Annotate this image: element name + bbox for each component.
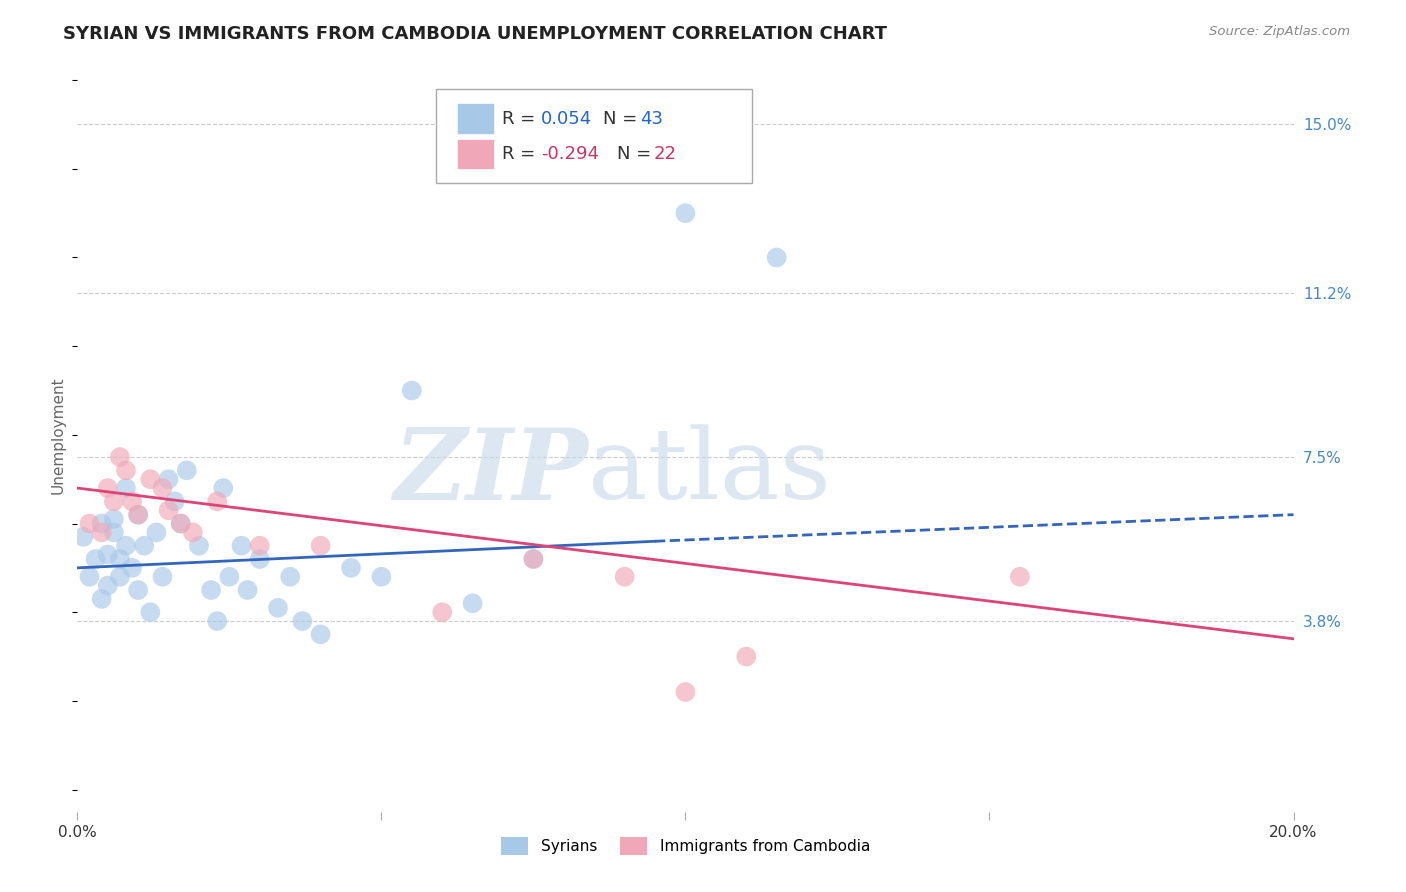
Point [79,570,101,584]
Point [152,570,174,584]
Point [249,539,271,553]
Point [218,570,240,584]
Text: 22: 22 [654,145,676,163]
Text: Source: ZipAtlas.com: Source: ZipAtlas.com [1209,25,1350,38]
Point [735,649,758,664]
Point [370,570,392,584]
Point [115,539,138,553]
Point [212,481,235,495]
Point [84,552,107,566]
Point [139,472,162,486]
Point [134,539,156,553]
Text: 43: 43 [640,110,662,128]
Legend: Syrians, Immigrants from Cambodia: Syrians, Immigrants from Cambodia [495,830,876,861]
Point [401,384,423,398]
Point [163,494,186,508]
Point [90,591,112,606]
Point [309,627,332,641]
Point [200,582,222,597]
Point [231,539,253,553]
Point [522,552,544,566]
Text: SYRIAN VS IMMIGRANTS FROM CAMBODIA UNEMPLOYMENT CORRELATION CHART: SYRIAN VS IMMIGRANTS FROM CAMBODIA UNEMP… [63,25,887,43]
Point [121,561,143,575]
Point [145,525,167,540]
Point [90,525,112,540]
Point [127,508,149,522]
Point [205,614,228,628]
Point [249,552,271,566]
Point [675,206,697,220]
Point [72,530,94,544]
Point [181,525,204,540]
Point [157,472,180,486]
Point [79,516,101,531]
Point [108,570,131,584]
Point [430,605,453,619]
Text: -0.294: -0.294 [541,145,599,163]
Point [127,508,149,522]
Point [176,463,198,477]
Point [675,685,697,699]
Point [103,494,125,508]
Text: N =: N = [617,145,657,163]
Text: atlas: atlas [588,425,831,520]
Point [340,561,363,575]
Point [127,582,149,597]
Point [90,516,112,531]
Text: 0.054: 0.054 [541,110,592,128]
Point [115,463,138,477]
Point [108,450,131,464]
Point [765,251,787,265]
Point [103,512,125,526]
Point [103,525,125,540]
Point [309,539,332,553]
Point [278,570,301,584]
Point [188,539,211,553]
Text: R =: R = [502,110,541,128]
Point [291,614,314,628]
Point [613,570,636,584]
Text: ZIP: ZIP [394,425,588,521]
Point [139,605,162,619]
Point [170,516,193,531]
Y-axis label: Unemployment: Unemployment [51,376,66,493]
Point [267,600,290,615]
Point [157,503,180,517]
Point [121,494,143,508]
Point [205,494,228,508]
Point [108,552,131,566]
Point [115,481,138,495]
Text: N =: N = [603,110,643,128]
Point [1008,570,1031,584]
Point [522,552,544,566]
Point [152,481,174,495]
Point [97,481,120,495]
Text: R =: R = [502,145,541,163]
Point [97,548,120,562]
Point [236,582,259,597]
Point [170,516,193,531]
Point [461,596,484,610]
Point [97,579,120,593]
